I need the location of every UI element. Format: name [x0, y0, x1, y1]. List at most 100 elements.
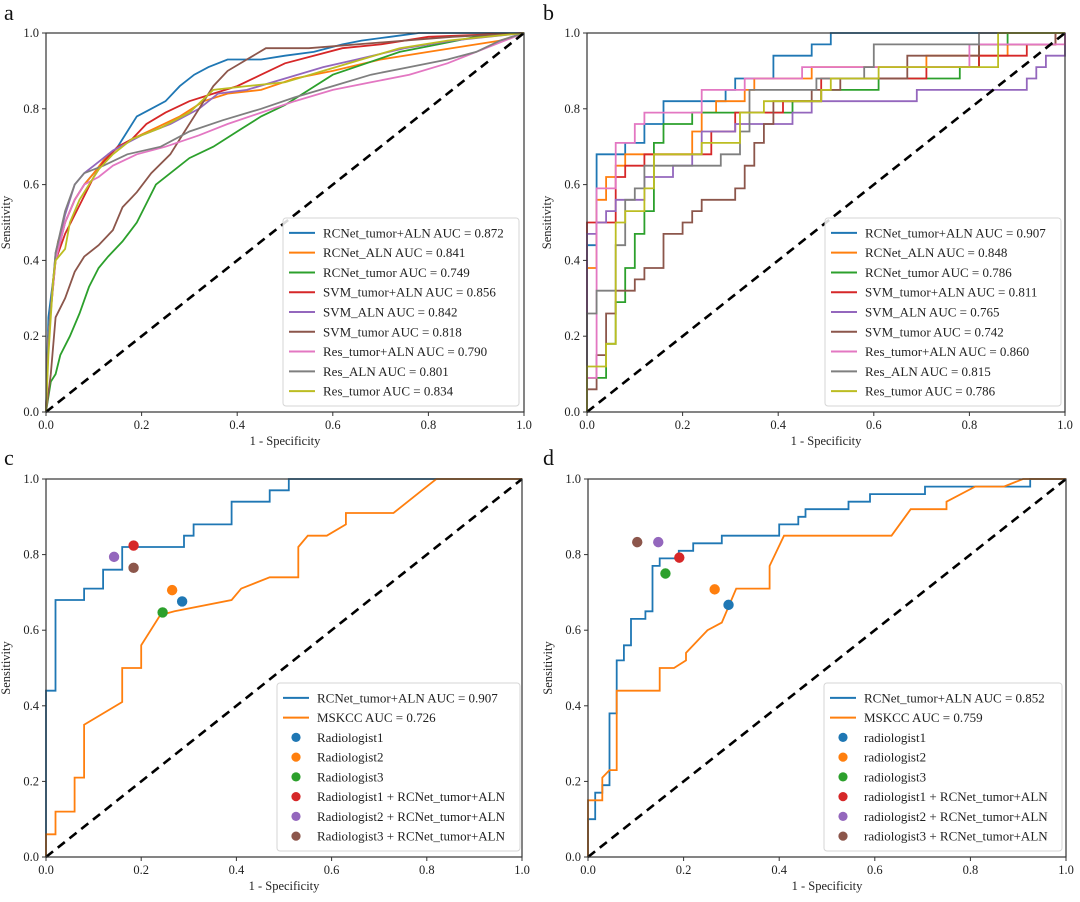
y-tick-label: 0.8	[23, 548, 39, 562]
legend-label: Radiologist1	[317, 730, 383, 745]
y-tick-label: 0.0	[23, 850, 39, 864]
legend-label: Res_tumor AUC = 0.834	[323, 384, 454, 399]
y-tick-label: 1.0	[23, 472, 39, 486]
panel-d: d 0.0 0.2 0.4 0.6 0.8 1.0 0.0 0.2 0.4 0.6 0.8 1.0 1 -…	[541, 445, 1074, 893]
legend-label: SVM_tumor+ALN AUC = 0.811	[865, 285, 1037, 300]
roc-curve	[45, 32, 525, 413]
legend-label: Radiologist2 + RCNet_tumor+ALN	[317, 809, 506, 824]
roc-curve	[45, 32, 525, 413]
x-tick-label: 1.0	[516, 418, 532, 432]
x-tick-label: 0.6	[867, 863, 883, 877]
legend-label: SVM_tumor AUC = 0.818	[323, 324, 462, 339]
roc-curve	[45, 478, 522, 857]
legend-label: RCNet_tumor+ALN AUC = 0.907	[865, 225, 1046, 240]
legend-item: SVM_tumor AUC = 0.742	[831, 324, 1004, 339]
roc-curve	[586, 32, 1065, 412]
x-axis-label: 1 - Specificity	[250, 434, 322, 448]
legend-swatch	[838, 792, 848, 802]
legend-item: Radiologist3	[291, 769, 383, 784]
chance-line	[587, 478, 1067, 858]
legend: RCNet_tumor+ALN AUC = 0.907 MSKCC AUC = 0…	[276, 682, 521, 852]
x-tick-label: 0.0	[38, 418, 54, 432]
y-tick-label: 0.6	[23, 178, 39, 192]
panel-c: c 0.0 0.2 0.4 0.6 0.8 1.0 0.0 0.2 0.4 0.6 0.8 1.0 1 -…	[0, 445, 530, 893]
y-tick-label: 0.4	[564, 253, 580, 267]
legend-label: RCNet_tumor+ALN AUC = 0.907	[317, 690, 498, 705]
legend-item: radiologist2	[838, 750, 926, 765]
legend-label: radiologist1 + RCNet_tumor+ALN	[864, 789, 1048, 804]
legend-label: RCNet_tumor AUC = 0.786	[865, 265, 1012, 280]
legend-box	[823, 682, 1063, 852]
legend: RCNet_tumor+ALN AUC = 0.907 RCNet_ALN AUC…	[824, 217, 1062, 407]
legend-swatch	[838, 811, 848, 821]
legend-label: SVM_tumor AUC = 0.742	[865, 324, 1004, 339]
legend-item: Radiologist2	[291, 750, 383, 765]
x-tick-label: 0.8	[963, 863, 979, 877]
y-axis-label: Sensitivity	[541, 641, 555, 695]
y-tick-label: 0.2	[565, 774, 581, 788]
y-axis-label: Sensitivity	[540, 195, 554, 249]
radiologist-point	[166, 584, 178, 596]
roc-curve	[587, 478, 1066, 857]
x-tick-label: 0.6	[325, 418, 341, 432]
x-tick-label: 0.4	[229, 863, 245, 877]
y-tick-label: 0.2	[564, 329, 580, 343]
radiologist-point	[128, 562, 139, 574]
x-tick-label: 0.2	[675, 418, 691, 432]
y-tick-label: 0.8	[564, 102, 580, 116]
x-axis-label: 1 - Specificity	[792, 879, 864, 893]
y-tick-label: 0.6	[565, 623, 581, 637]
legend-item: Res_tumor+ALN AUC = 0.860	[831, 344, 1029, 359]
panel-letter: b	[543, 0, 554, 25]
axes-frame	[586, 32, 1066, 413]
legend-label: MSKCC AUC = 0.726	[317, 710, 436, 725]
legend-swatch	[291, 732, 301, 742]
y-tick-label: 1.0	[565, 472, 581, 486]
legend-swatch	[291, 772, 301, 782]
legend-label: radiologist3 + RCNet_tumor+ALN	[864, 829, 1048, 844]
x-tick-label: 1.0	[1058, 863, 1074, 877]
legend-item: MSKCC AUC = 0.759	[830, 710, 983, 725]
x-tick-label: 0.0	[579, 418, 595, 432]
y-tick-label: 0.4	[565, 699, 581, 713]
legend-item: radiologist1 + RCNet_tumor+ALN	[838, 789, 1048, 804]
legend-label: Radiologist3	[317, 769, 383, 784]
x-tick-label: 0.2	[676, 863, 692, 877]
radiologist-point	[128, 540, 139, 551]
legend-item: RCNet_ALN AUC = 0.841	[289, 245, 465, 260]
legend-swatch	[291, 831, 301, 841]
legend-item: RCNet_tumor+ALN AUC = 0.907	[283, 690, 498, 705]
radiologist-point	[723, 599, 734, 611]
radiologist-point	[108, 551, 120, 563]
roc-curve	[586, 32, 1065, 412]
legend-label: Res_ALN AUC = 0.815	[865, 364, 991, 379]
legend-label: SVM_tumor+ALN AUC = 0.856	[323, 285, 496, 300]
roc-curve	[45, 478, 522, 857]
roc-curve	[586, 33, 1066, 412]
roc-curve	[45, 32, 525, 413]
legend-item: SVM_tumor+ALN AUC = 0.856	[289, 285, 496, 300]
x-axis-label: 1 - Specificity	[791, 434, 863, 448]
legend-label: RCNet_ALN AUC = 0.841	[323, 245, 465, 260]
axes-frame	[45, 32, 525, 413]
axes-frame	[587, 478, 1067, 858]
radiologist-point	[632, 536, 643, 548]
legend-item: Res_tumor AUC = 0.834	[289, 384, 454, 399]
x-tick-label: 0.8	[419, 863, 435, 877]
legend-label: radiologist2	[864, 750, 926, 765]
panel-b: b 0.0 0.2 0.4 0.6 0.8 1.0 0.0 0.2 0.4 0.6 0.8 1.0 1 -…	[540, 0, 1073, 448]
legend-item: SVM_tumor+ALN AUC = 0.811	[831, 285, 1037, 300]
roc-curve	[586, 32, 1065, 412]
legend-label: RCNet_tumor+ALN AUC = 0.872	[323, 225, 504, 240]
legend-box	[276, 682, 521, 852]
panel-a: a 0.0 0.2 0.4 0.6 0.8 1.0 0.0 0.2 0.4 0.6 0.8 1.0 1 -…	[0, 0, 532, 448]
legend-item: Radiologist1 + RCNet_tumor+ALN	[291, 789, 506, 804]
y-tick-label: 1.0	[23, 26, 39, 40]
y-tick-label: 0.6	[23, 623, 39, 637]
y-tick-label: 0.0	[565, 850, 581, 864]
y-tick-label: 1.0	[564, 26, 580, 40]
legend-item: radiologist3	[838, 769, 926, 784]
radiologist-point	[157, 607, 168, 618]
x-tick-label: 0.4	[229, 418, 245, 432]
